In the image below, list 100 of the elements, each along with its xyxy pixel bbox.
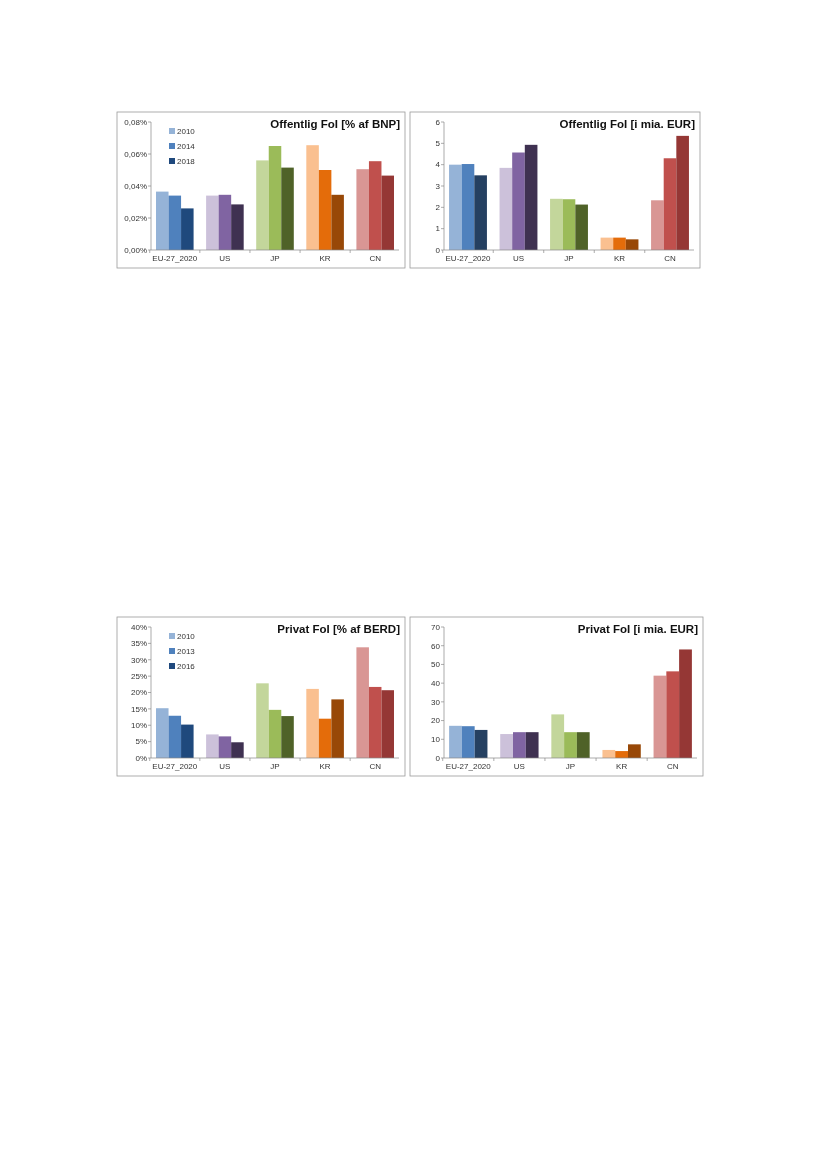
bar: [168, 715, 182, 758]
bar: [181, 208, 194, 250]
y-tick-label: 0,08%: [124, 117, 147, 127]
y-tick-label: 0,06%: [124, 149, 147, 159]
x-tick-label: EU-27_2020: [445, 254, 491, 263]
bar: [461, 726, 475, 758]
x-tick-label: CN: [666, 762, 679, 771]
bar: [576, 732, 590, 758]
bar: [449, 725, 462, 758]
bar: [356, 169, 369, 250]
bar: [663, 158, 677, 250]
bar: [513, 732, 526, 758]
bar: [461, 164, 475, 250]
y-tick-label: 50: [431, 660, 441, 670]
chart-title: Privat FoI [i mia. EUR]: [577, 623, 699, 635]
y-tick-label: 30: [431, 697, 441, 707]
x-tick-label: US: [219, 254, 231, 263]
bar: [281, 716, 294, 758]
y-tick-label: 70: [431, 622, 441, 632]
y-tick-label: 25%: [130, 671, 147, 681]
y-tick-label: 0: [435, 245, 441, 255]
x-tick-label: KR: [319, 762, 331, 771]
legend-label: 2016: [177, 662, 196, 671]
y-tick-label: 15%: [130, 704, 147, 714]
x-tick-label: CN: [369, 762, 382, 771]
bar: [231, 204, 244, 250]
y-tick-label: 0,00%: [124, 245, 147, 255]
bar: [268, 146, 282, 250]
y-tick-label: 0,02%: [124, 213, 147, 223]
y-tick-label: 10%: [130, 721, 147, 731]
bar: [500, 734, 513, 758]
x-tick-label: JP: [564, 254, 574, 263]
bar: [306, 145, 319, 250]
legend-label: 2010: [177, 632, 196, 641]
chart-title: Privat FoI [% af BERD]: [277, 623, 401, 635]
bar: [368, 686, 382, 758]
x-tick-label: JP: [565, 762, 576, 771]
legend-label: 2010: [177, 127, 196, 136]
bar: [206, 195, 219, 250]
y-tick-label: 4: [435, 160, 441, 170]
y-tick-label: 0%: [135, 753, 147, 763]
bar: [206, 734, 219, 758]
bar: [218, 194, 232, 250]
bar: [676, 135, 689, 250]
bar: [499, 167, 513, 250]
bar: [575, 204, 588, 250]
y-tick-label: 30%: [130, 655, 147, 665]
bar: [512, 152, 525, 250]
x-tick-label: US: [219, 762, 231, 771]
bar: [381, 690, 394, 758]
x-tick-label: KR: [319, 254, 331, 263]
bar: [653, 675, 667, 758]
y-tick-label: 20%: [130, 688, 147, 698]
x-tick-label: US: [513, 762, 525, 771]
y-tick-label: 40: [431, 678, 441, 688]
legend-label: 2013: [177, 647, 196, 656]
y-tick-label: 5: [435, 139, 441, 149]
bar: [318, 718, 332, 758]
y-tick-label: 0,04%: [124, 181, 147, 191]
bar: [651, 200, 664, 250]
y-tick-label: 5%: [135, 737, 147, 747]
bar: [168, 195, 182, 250]
bar: [268, 709, 282, 758]
bar: [306, 688, 319, 758]
bar: [231, 742, 244, 758]
x-tick-label: JP: [270, 762, 280, 771]
y-tick-label: 3: [435, 181, 441, 191]
bar: [368, 161, 382, 250]
bar: [679, 649, 692, 758]
chart-title: Offentlig FoI [i mia. EUR]: [559, 118, 696, 130]
bar: [525, 732, 539, 758]
bar: [564, 732, 577, 758]
x-tick-label: CN: [664, 254, 677, 263]
legend-label: 2018: [177, 157, 196, 166]
bar: [256, 683, 269, 758]
bar: [628, 744, 641, 758]
y-tick-label: 20: [431, 716, 441, 726]
bar: [156, 708, 169, 758]
bar: [281, 167, 294, 250]
bar: [666, 671, 680, 758]
bar: [318, 170, 332, 250]
bar: [356, 647, 369, 758]
y-tick-label: 60: [431, 641, 441, 651]
bar: [524, 144, 538, 250]
y-tick-label: 35%: [130, 639, 147, 649]
bar: [381, 175, 394, 250]
x-tick-label: KR: [613, 254, 626, 263]
legend-label: 2014: [177, 142, 196, 151]
x-tick-label: US: [512, 254, 525, 263]
y-tick-label: 0: [435, 753, 441, 763]
bar: [256, 160, 269, 250]
bar: [156, 191, 169, 250]
bar: [562, 199, 576, 250]
bar: [331, 699, 344, 758]
y-tick-label: 1: [435, 224, 441, 234]
x-tick-label: EU-27_2020: [152, 762, 198, 771]
y-tick-label: 6: [435, 117, 441, 127]
x-tick-label: JP: [270, 254, 280, 263]
bar: [218, 736, 232, 758]
bar: [474, 175, 487, 250]
